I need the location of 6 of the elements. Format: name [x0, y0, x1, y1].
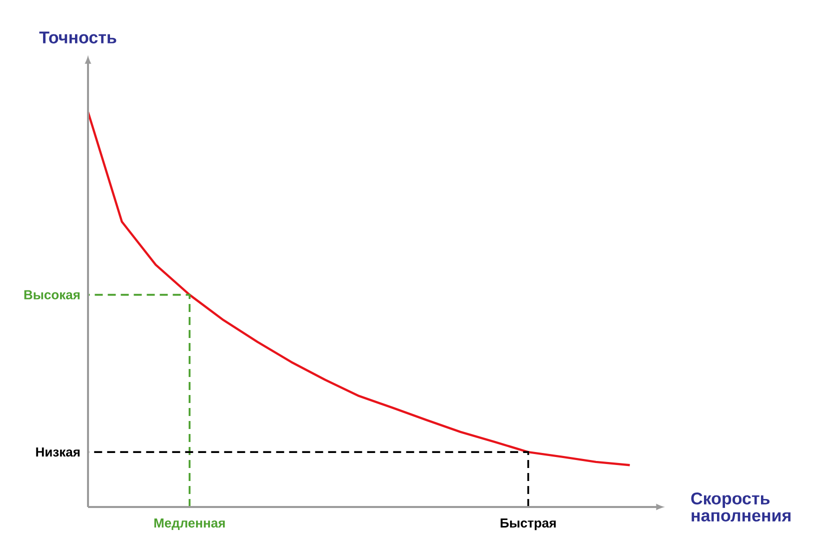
- text: Низкая: [36, 448, 80, 457]
- text: Высокая: [24, 290, 80, 300]
- x-tick-label: Медленная: [154, 518, 225, 530]
- x-axis-title: Скорость наполнения: [691, 492, 790, 522]
- y-axis-title: Точность: [39, 32, 116, 44]
- x-tick-label: Быстрая: [500, 518, 556, 530]
